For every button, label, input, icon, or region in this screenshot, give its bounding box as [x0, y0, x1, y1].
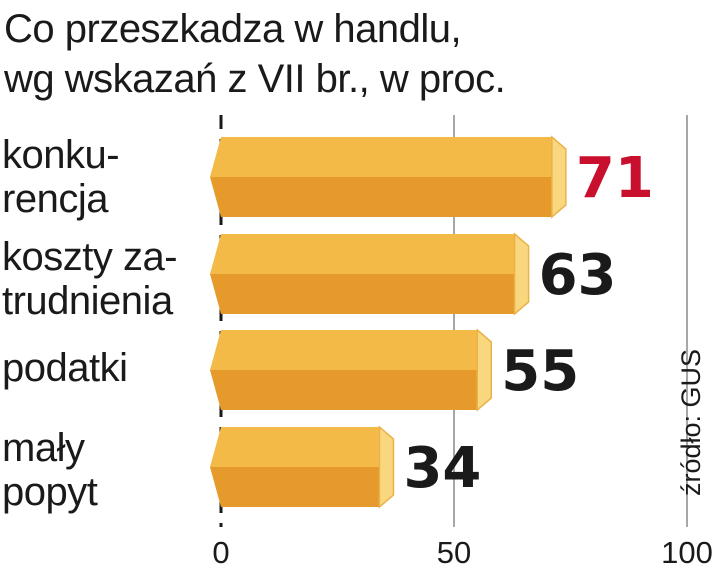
- bar-top-face: [210, 330, 478, 370]
- source-note: źródło: GUS: [676, 348, 706, 496]
- x-tick-label-100: 100: [661, 535, 713, 570]
- bar-end-cap: [378, 425, 395, 509]
- bar-0: 71: [210, 135, 654, 219]
- bar-top-face: [210, 137, 552, 177]
- category-label-koszty-zatrudnienia: koszty za- trudnienia: [2, 235, 178, 323]
- bar-end-cap: [476, 328, 493, 412]
- chart-title-line-1: Co przeszkadza w handlu,: [4, 7, 462, 51]
- bar-bottom-face: [210, 177, 552, 217]
- value-label-2: 55: [501, 339, 579, 404]
- bar-bottom-face: [210, 370, 478, 410]
- x-axis-ticks: 0 50 100: [212, 535, 712, 570]
- bar-top-face: [210, 234, 515, 274]
- x-tick-label-50: 50: [437, 535, 471, 570]
- chart-title-line-2: wg wskazań z VII br., w proc.: [4, 57, 506, 101]
- bar-2: 55: [210, 328, 579, 412]
- bar-end-cap: [513, 232, 530, 316]
- bar-top-face: [210, 427, 380, 467]
- bar-end-cap: [551, 135, 567, 219]
- bar-bottom-face: [210, 467, 380, 507]
- chart-title: Co przeszkadza w handlu, wg wskazań z VI…: [4, 4, 704, 104]
- bar-1: 63: [210, 232, 617, 316]
- category-label-podatki: podatki: [2, 346, 128, 390]
- bar-bottom-face: [210, 274, 515, 314]
- x-tick-label-0: 0: [212, 535, 229, 570]
- category-label-konkurencja: konku- rencja: [2, 133, 120, 221]
- bar-3: 34: [210, 425, 481, 509]
- bars-layer: 71 63 55 34: [210, 135, 654, 509]
- category-label-maly-popyt: mały popyt: [2, 426, 98, 514]
- value-label-1: 63: [539, 243, 617, 308]
- value-label-3: 34: [403, 436, 481, 501]
- value-label-0: 71: [576, 146, 654, 211]
